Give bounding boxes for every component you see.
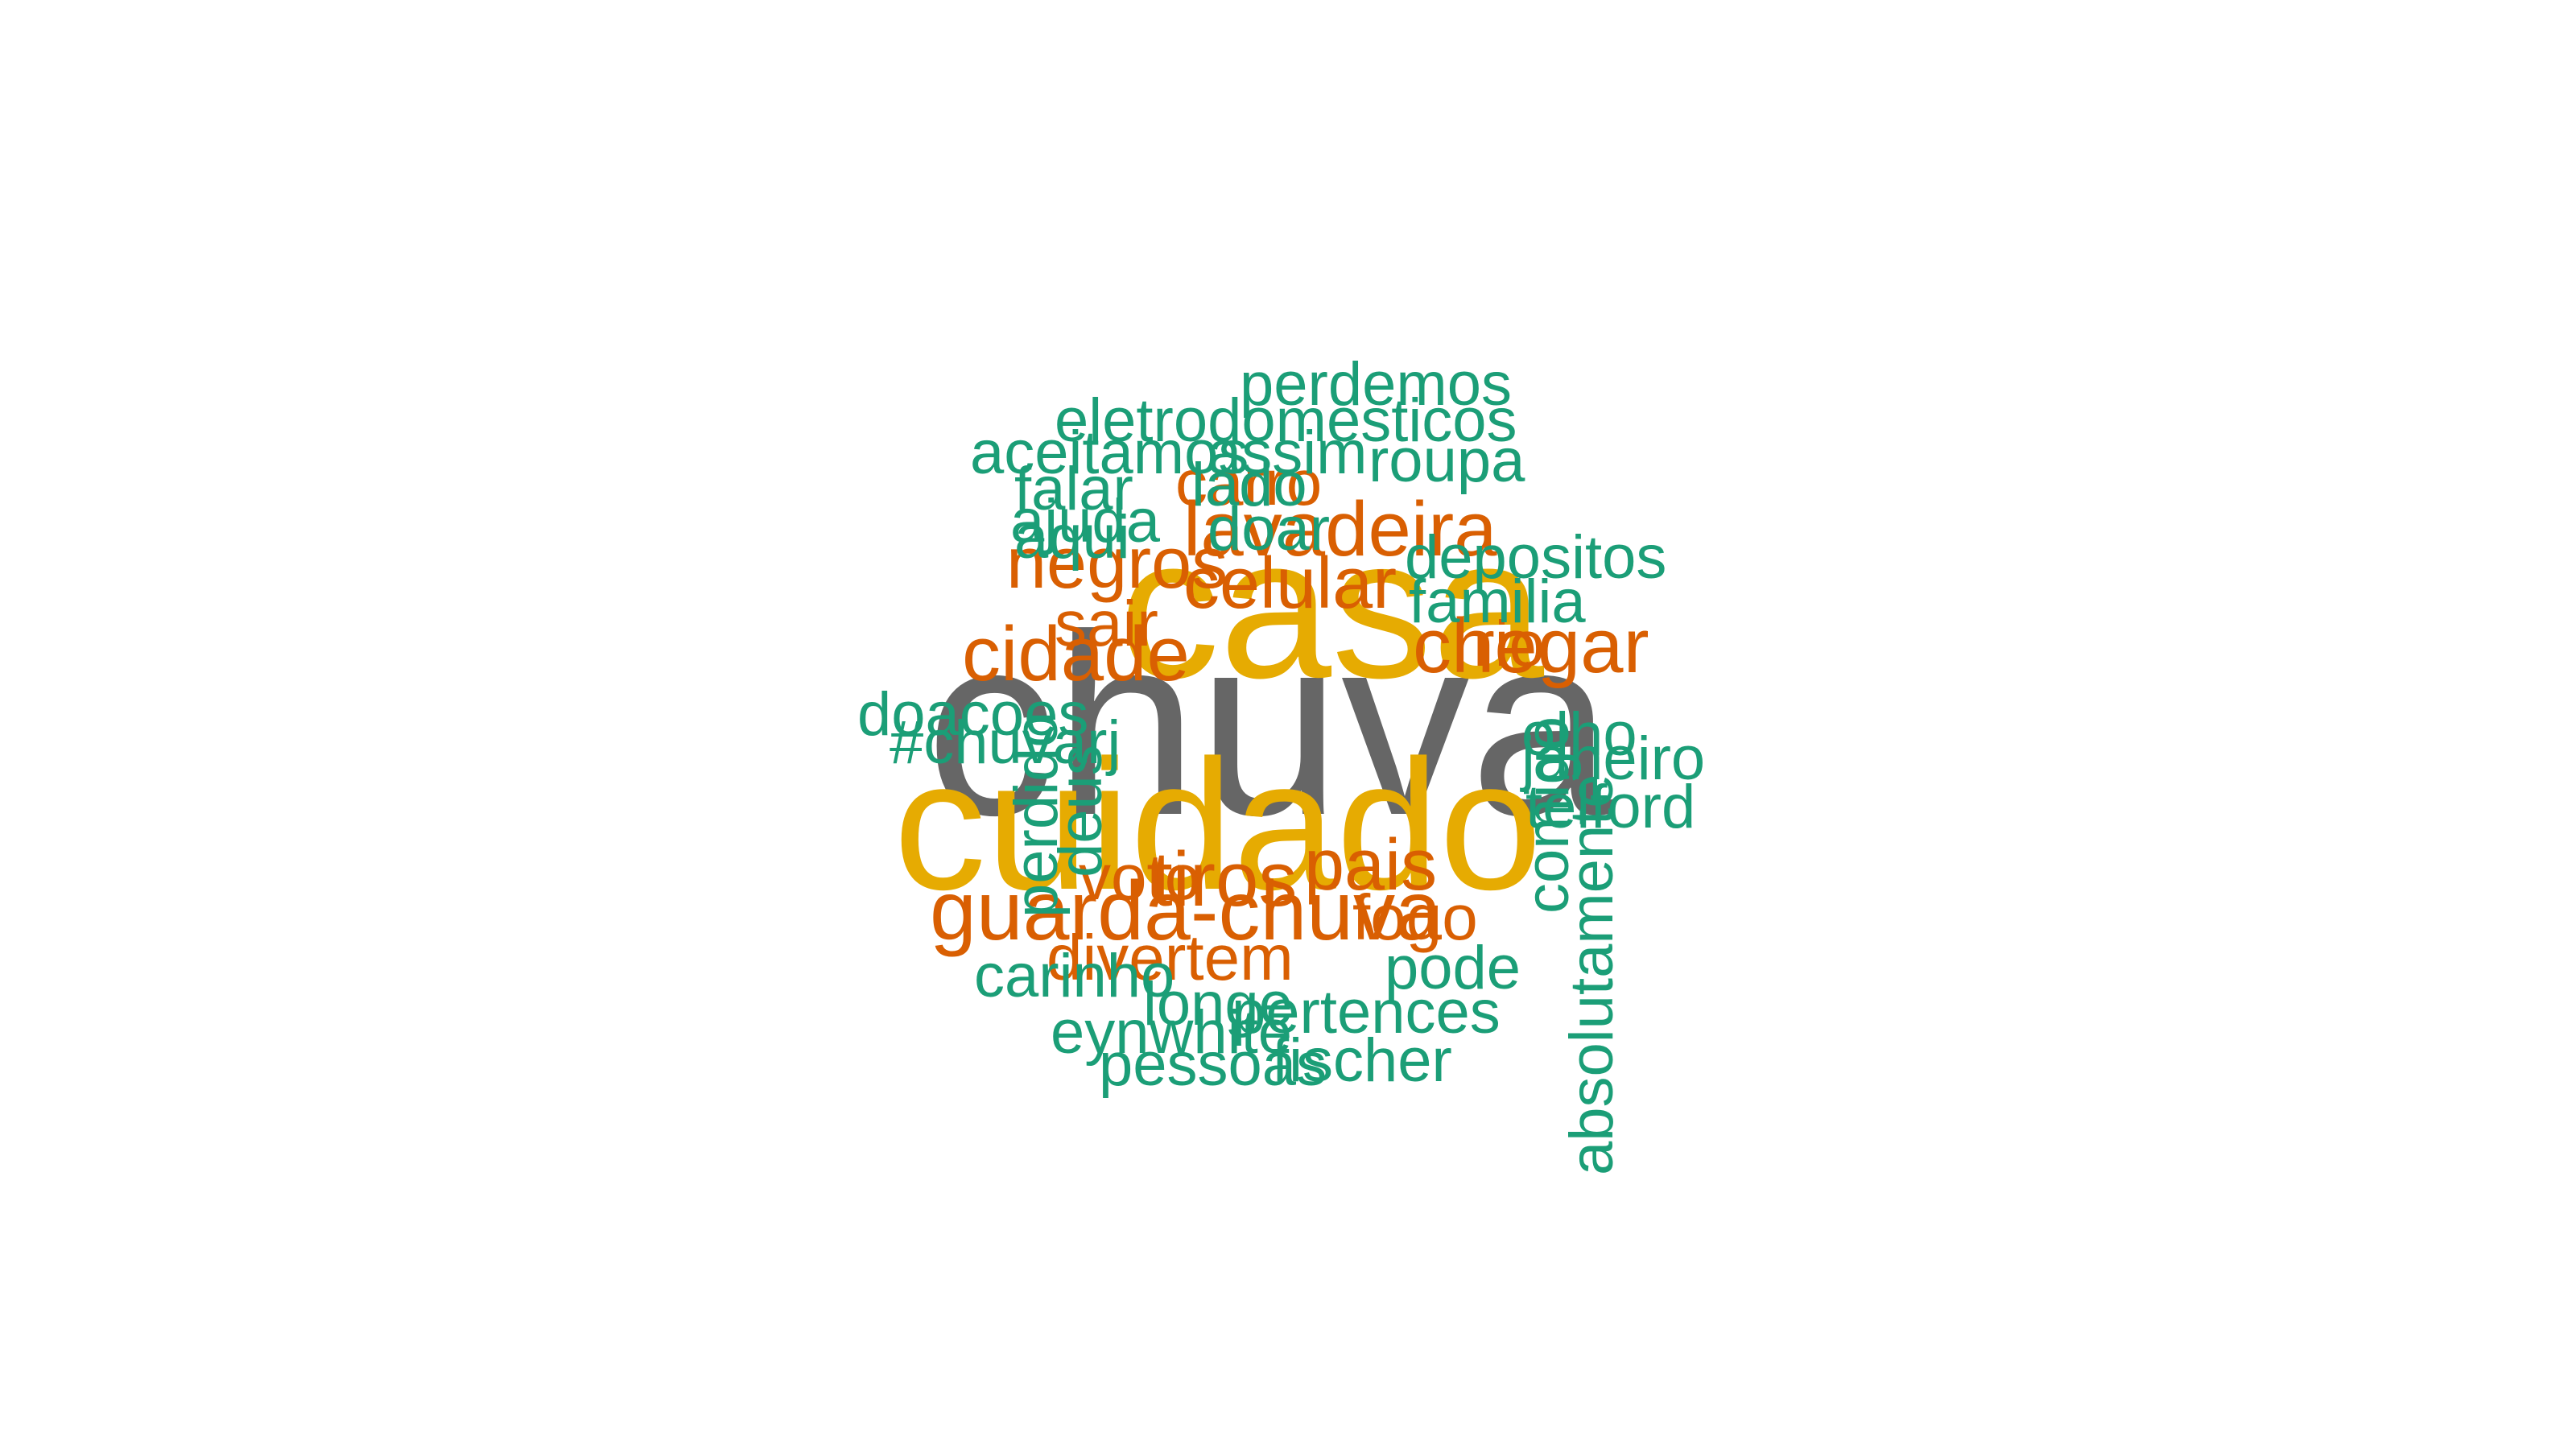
word-longe: longe [1143,970,1293,1038]
word-pertences: pertences [1232,978,1501,1046]
word-olho: olho [1521,700,1637,769]
word-cidade: cidade [962,611,1190,697]
word-lavadeira: lavadeira [1183,486,1497,572]
word-eynwhite: eynwhite [1051,998,1292,1067]
word-negros: negros [1006,523,1228,604]
word-pessoas: pessoas [1099,1030,1327,1099]
word-guarda-chuva: guarda-chuva [930,865,1442,958]
word-divertem: divertem [1046,922,1294,993]
word-pode: pode [1385,934,1521,1002]
word-rio: rio [1473,608,1545,679]
word-doar: doar [1208,495,1331,564]
word-cuidado: cuidado [894,721,1542,928]
word-perdemos: perdemos [1240,350,1512,419]
word-celular: celular [1183,543,1397,624]
word-perdido: perdido [1002,713,1071,918]
word-comigo: comigo [1513,716,1582,914]
word-falar: falar [1014,455,1133,523]
word-pais: pais [1304,825,1438,906]
word-doacoes: doacoes [857,680,1089,749]
word-fogo: fogo [1352,881,1478,953]
word-carinho: carinho [974,942,1175,1010]
word-chuva: chuva [926,580,1613,869]
word-casa: casa [1119,495,1545,720]
word-roupa: roupa [1368,427,1525,495]
word-depositos: depositos [1405,523,1667,592]
word-chegar: chegar [1413,603,1649,689]
word-tiros: tiros [1151,836,1298,923]
word-janeiro: janeiro [1521,724,1706,793]
word-lado: lado [1191,451,1307,519]
word-ajuda: ajuda [1010,487,1160,555]
word-fischer: fischer [1272,1026,1452,1095]
word-voto: voto [1079,841,1201,913]
word-familia: familia [1409,568,1586,636]
word-telford: telford [1525,773,1696,841]
word-aqui: aqui [1014,503,1130,572]
word-assim: assim [1208,419,1368,487]
word-eletrodomesticos: eletrodomesticos [1055,386,1517,455]
word-carro: carro [1175,447,1323,518]
word-sair: sair [1055,588,1158,659]
word-chuvarj: #chuvarj [890,708,1121,777]
word-aceitamos: aceitamos [970,419,1249,487]
